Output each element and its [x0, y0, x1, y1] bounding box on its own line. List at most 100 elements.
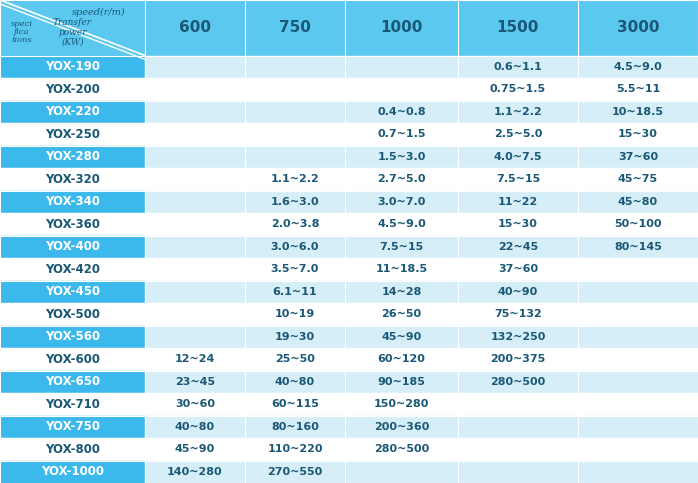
- Bar: [0, 56, 145, 78]
- Bar: [0, 415, 145, 438]
- Bar: [145, 56, 245, 78]
- Bar: [0, 100, 145, 123]
- Text: 2.0~3.8: 2.0~3.8: [271, 219, 319, 229]
- Bar: [0, 123, 145, 145]
- Bar: [145, 213, 245, 236]
- Bar: [458, 56, 578, 78]
- Bar: [245, 281, 345, 303]
- Bar: [458, 123, 578, 145]
- Bar: [145, 326, 245, 348]
- Bar: [458, 348, 578, 370]
- Text: 3.0~6.0: 3.0~6.0: [271, 242, 319, 252]
- Bar: [578, 213, 698, 236]
- Text: 12~24: 12~24: [174, 354, 215, 364]
- Bar: [345, 190, 458, 213]
- Bar: [245, 460, 345, 483]
- Bar: [0, 213, 145, 236]
- Bar: [578, 348, 698, 370]
- Bar: [0, 370, 145, 393]
- Text: 40~80: 40~80: [175, 422, 215, 432]
- Bar: [578, 460, 698, 483]
- Bar: [245, 415, 345, 438]
- Bar: [578, 56, 698, 78]
- Text: YOX-710: YOX-710: [45, 398, 100, 411]
- Text: speci
fica
tions: speci fica tions: [10, 20, 33, 44]
- Bar: [458, 281, 578, 303]
- Bar: [245, 370, 345, 393]
- Bar: [145, 123, 245, 145]
- Bar: [345, 370, 458, 393]
- Bar: [458, 145, 578, 168]
- Bar: [345, 438, 458, 460]
- Text: YOX-800: YOX-800: [45, 443, 100, 456]
- Text: YOX-420: YOX-420: [45, 263, 100, 276]
- Bar: [0, 460, 145, 483]
- Bar: [458, 415, 578, 438]
- Text: YOX-400: YOX-400: [45, 240, 100, 253]
- Bar: [345, 78, 458, 100]
- Bar: [145, 281, 245, 303]
- Bar: [345, 145, 458, 168]
- Bar: [0, 78, 145, 100]
- Text: 140~280: 140~280: [168, 467, 223, 477]
- Text: YOX-750: YOX-750: [45, 420, 100, 433]
- Bar: [345, 213, 458, 236]
- Bar: [145, 145, 245, 168]
- Bar: [458, 303, 578, 326]
- Bar: [145, 78, 245, 100]
- Bar: [578, 393, 698, 415]
- Text: YOX-250: YOX-250: [45, 128, 100, 141]
- Text: 3.5~7.0: 3.5~7.0: [271, 264, 319, 274]
- Bar: [245, 326, 345, 348]
- Text: 1500: 1500: [497, 20, 539, 35]
- Text: 11~22: 11~22: [498, 197, 538, 207]
- Text: YOX-340: YOX-340: [45, 195, 100, 208]
- Bar: [345, 236, 458, 258]
- Text: 1.5~3.0: 1.5~3.0: [378, 152, 426, 162]
- Text: 1.6~3.0: 1.6~3.0: [271, 197, 319, 207]
- Bar: [578, 168, 698, 190]
- Text: YOX-650: YOX-650: [45, 375, 100, 388]
- Text: 1000: 1000: [380, 20, 423, 35]
- Bar: [345, 348, 458, 370]
- Text: 150~280: 150~280: [374, 399, 429, 409]
- Bar: [0, 303, 145, 326]
- Text: 0.7~1.5: 0.7~1.5: [377, 129, 426, 139]
- Text: 2.5~5.0: 2.5~5.0: [493, 129, 542, 139]
- Bar: [578, 326, 698, 348]
- Text: YOX-500: YOX-500: [45, 308, 100, 321]
- Text: 4.5~9.0: 4.5~9.0: [377, 219, 426, 229]
- Bar: [145, 415, 245, 438]
- Text: YOX-200: YOX-200: [45, 83, 100, 96]
- Text: YOX-320: YOX-320: [45, 173, 100, 186]
- Text: 90~185: 90~185: [378, 377, 426, 387]
- Bar: [458, 258, 578, 281]
- Bar: [145, 236, 245, 258]
- Bar: [0, 258, 145, 281]
- Bar: [345, 393, 458, 415]
- Bar: [145, 460, 245, 483]
- Bar: [0, 145, 145, 168]
- Text: 200~375: 200~375: [491, 354, 546, 364]
- Bar: [458, 190, 578, 213]
- Text: 14~28: 14~28: [381, 287, 422, 297]
- Text: YOX-450: YOX-450: [45, 285, 100, 298]
- Bar: [245, 348, 345, 370]
- Text: 23~45: 23~45: [175, 377, 215, 387]
- Text: 4.5~9.0: 4.5~9.0: [614, 62, 662, 72]
- Bar: [458, 460, 578, 483]
- Bar: [245, 393, 345, 415]
- Text: 45~75: 45~75: [618, 174, 658, 185]
- Text: YOX-190: YOX-190: [45, 60, 100, 73]
- Text: 0.6~1.1: 0.6~1.1: [493, 62, 542, 72]
- Bar: [0, 348, 145, 370]
- Bar: [458, 236, 578, 258]
- Bar: [345, 100, 458, 123]
- Bar: [245, 78, 345, 100]
- Bar: [145, 348, 245, 370]
- Bar: [345, 415, 458, 438]
- Bar: [345, 326, 458, 348]
- Bar: [0, 326, 145, 348]
- Text: Transfer
power
(KW): Transfer power (KW): [53, 18, 92, 46]
- Text: YOX-280: YOX-280: [45, 150, 100, 163]
